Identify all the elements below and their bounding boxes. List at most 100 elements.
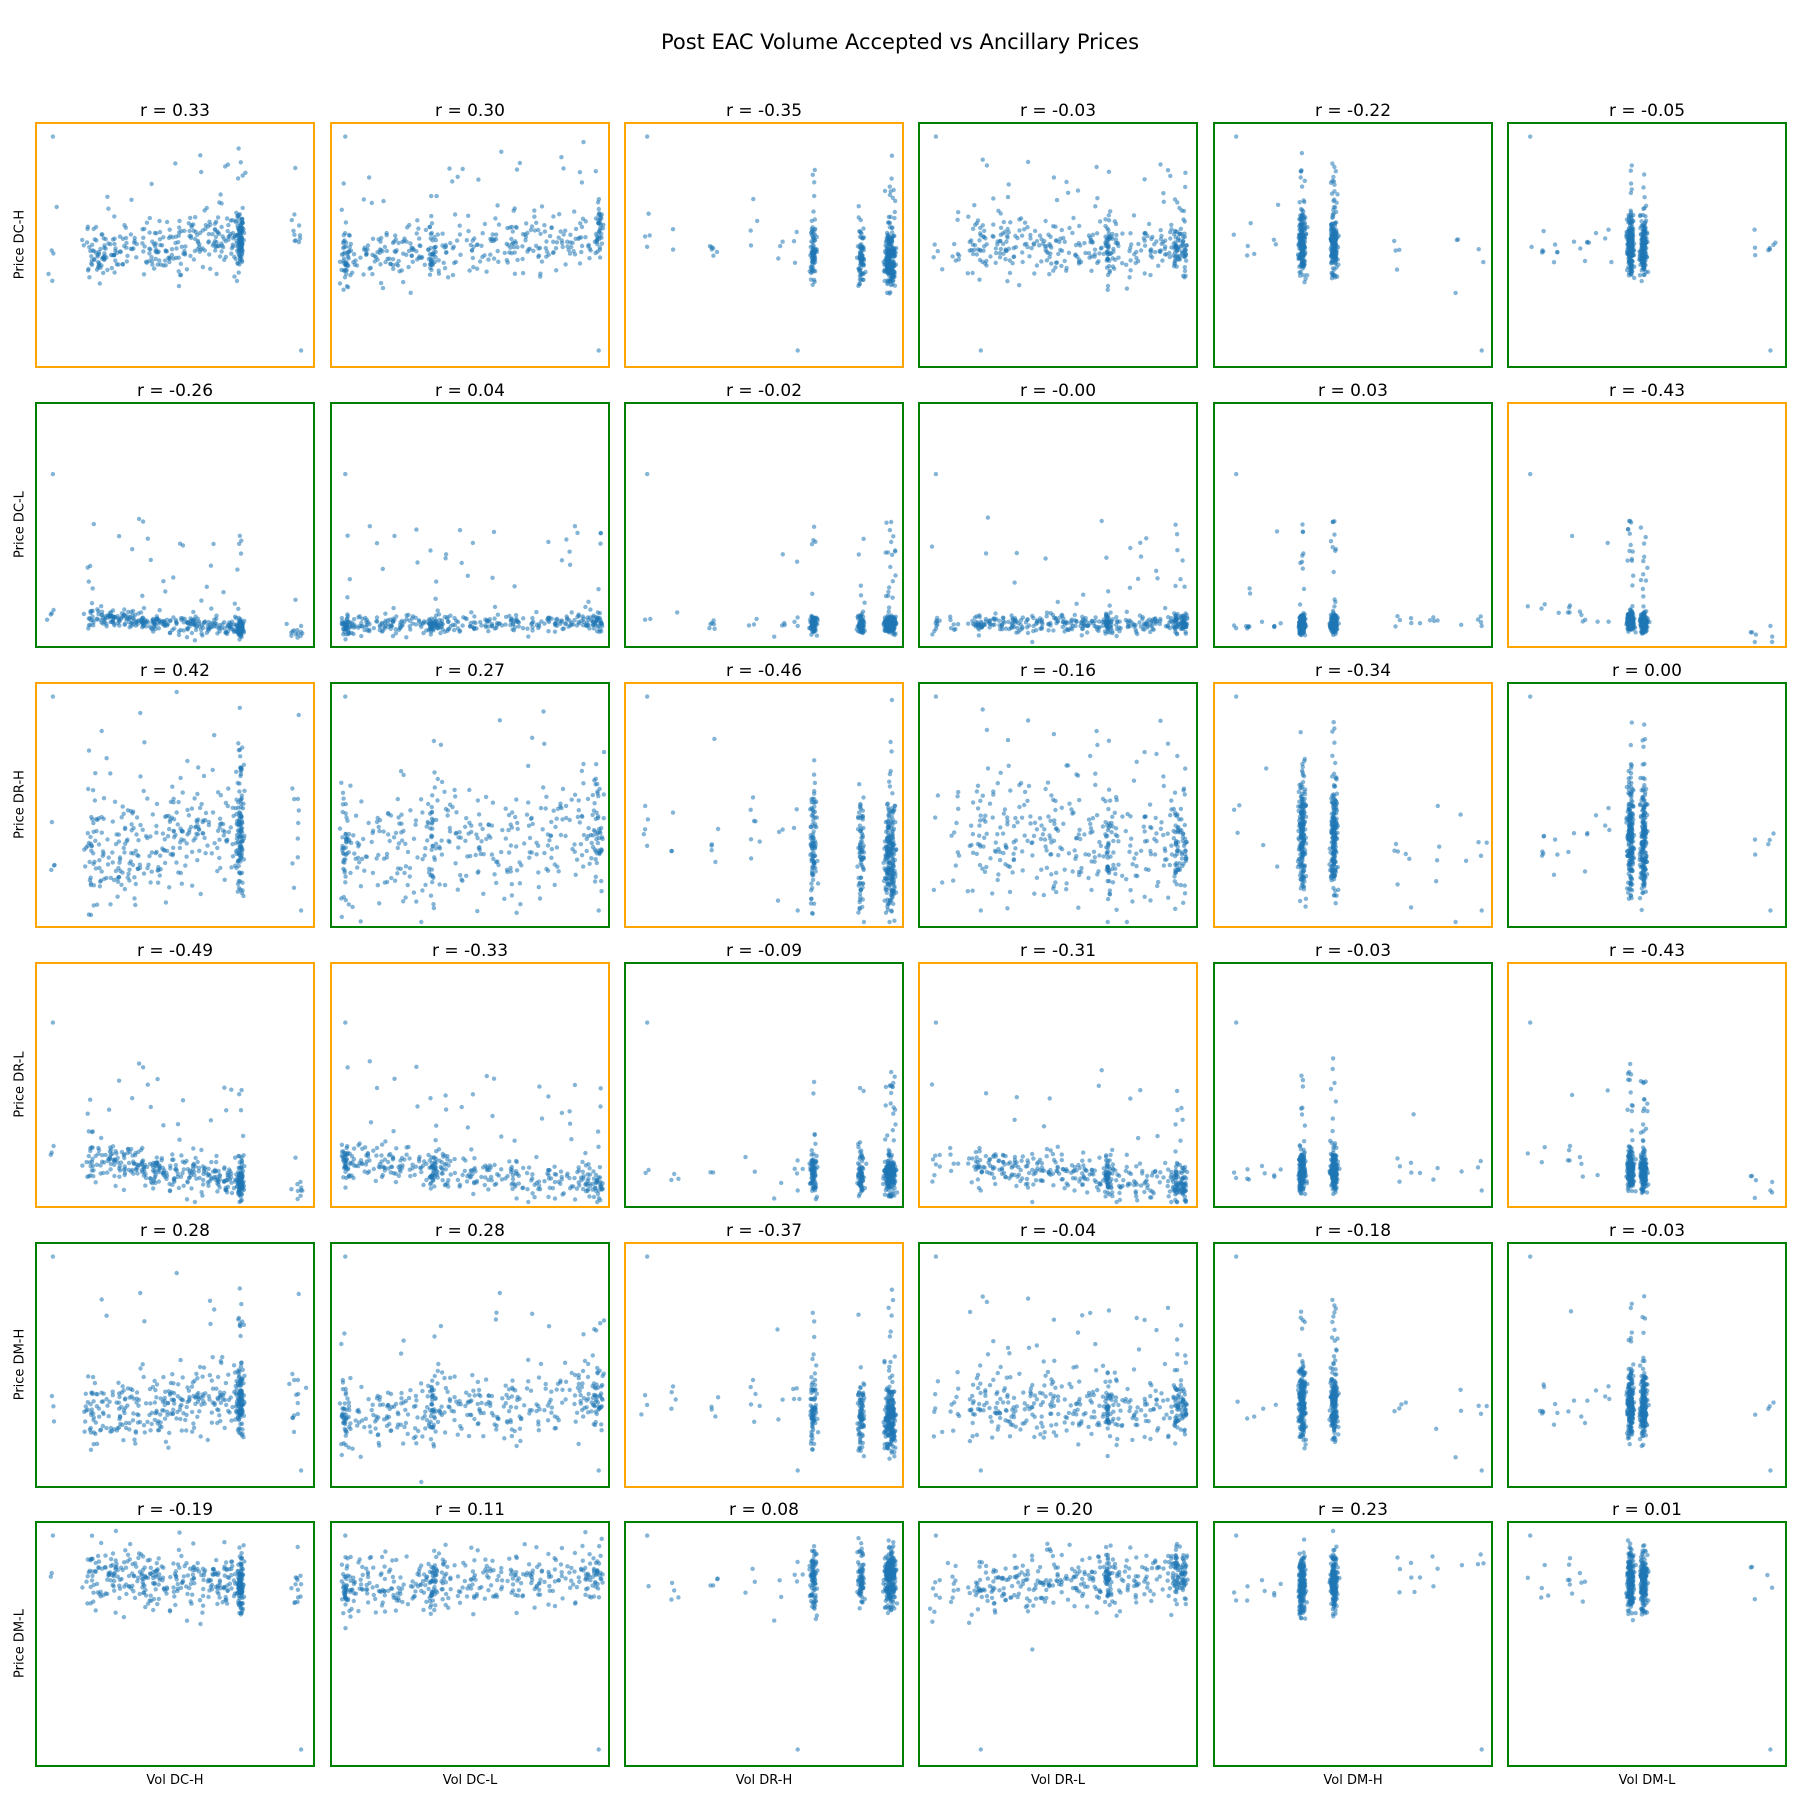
data-point xyxy=(580,216,586,221)
data-point xyxy=(1645,231,1650,236)
data-point xyxy=(1642,554,1647,559)
data-point xyxy=(121,612,127,618)
data-point xyxy=(1076,241,1081,246)
data-point xyxy=(221,590,226,595)
data-point xyxy=(396,240,401,246)
data-point xyxy=(240,205,245,211)
data-point xyxy=(429,213,434,219)
data-point xyxy=(1177,205,1182,211)
data-point xyxy=(343,471,348,477)
data-point xyxy=(1051,224,1056,229)
data-point xyxy=(929,544,935,549)
data-point xyxy=(419,624,424,629)
data-point xyxy=(809,248,815,254)
data-point xyxy=(339,252,345,257)
data-point xyxy=(1082,240,1087,246)
data-point xyxy=(1640,244,1645,250)
data-point xyxy=(450,246,455,251)
data-point xyxy=(882,188,888,194)
data-point xyxy=(888,189,893,194)
data-point xyxy=(984,258,989,264)
data-point xyxy=(443,250,449,255)
data-point xyxy=(426,256,432,262)
data-point xyxy=(1182,265,1187,270)
data-point xyxy=(222,626,227,631)
data-point xyxy=(178,272,184,278)
data-point xyxy=(597,221,602,226)
data-point xyxy=(1259,619,1265,624)
data-point xyxy=(599,241,605,246)
data-point xyxy=(159,243,165,248)
data-point xyxy=(468,242,473,248)
data-point xyxy=(1302,280,1307,285)
data-point xyxy=(80,237,85,243)
data-point xyxy=(1051,175,1057,180)
data-point xyxy=(229,246,234,251)
data-point xyxy=(173,161,178,166)
data-point xyxy=(486,257,491,262)
data-point xyxy=(811,524,817,529)
data-point xyxy=(1022,220,1028,225)
data-point xyxy=(596,623,601,629)
data-point xyxy=(561,166,566,171)
data-point xyxy=(1127,618,1132,623)
data-point xyxy=(374,619,379,624)
data-point xyxy=(50,134,56,139)
data-point xyxy=(143,624,149,629)
data-point xyxy=(587,626,592,631)
data-point xyxy=(571,249,576,254)
data-point xyxy=(378,624,383,630)
data-point xyxy=(1334,227,1339,233)
data-point xyxy=(996,618,1002,623)
data-point xyxy=(513,613,519,618)
data-point xyxy=(1158,162,1163,167)
data-point xyxy=(1603,236,1608,241)
data-point xyxy=(1059,227,1064,233)
data-point xyxy=(984,163,990,168)
data-point xyxy=(998,225,1004,230)
data-point xyxy=(1108,610,1113,615)
data-point xyxy=(182,248,187,254)
data-point xyxy=(1047,255,1052,260)
data-point xyxy=(931,255,936,260)
data-point xyxy=(388,261,393,267)
data-point xyxy=(436,271,442,276)
data-point xyxy=(1332,197,1337,202)
data-point xyxy=(1160,258,1165,263)
data-point xyxy=(112,252,117,258)
data-point xyxy=(145,536,150,541)
data-point xyxy=(402,236,407,241)
data-point xyxy=(779,623,785,628)
data-point xyxy=(1144,536,1149,541)
data-point xyxy=(44,617,50,622)
data-point xyxy=(409,253,414,258)
data-point xyxy=(344,284,350,289)
data-point xyxy=(1106,589,1111,594)
data-point xyxy=(348,273,353,278)
y-axis-label: Price DC-L xyxy=(12,491,28,558)
data-point xyxy=(1044,249,1049,254)
data-point xyxy=(218,192,223,197)
data-point xyxy=(199,169,204,175)
data-point xyxy=(1172,228,1178,234)
data-point xyxy=(1181,254,1186,259)
data-point xyxy=(596,348,601,353)
data-point xyxy=(375,250,380,255)
data-point xyxy=(189,621,194,627)
data-point xyxy=(978,225,983,231)
data-point xyxy=(427,225,432,230)
data-point xyxy=(1012,580,1017,585)
data-point xyxy=(1106,169,1112,174)
data-point xyxy=(51,251,56,256)
data-point xyxy=(539,259,545,264)
data-point xyxy=(972,203,977,208)
data-point xyxy=(1053,616,1058,622)
data-point xyxy=(1300,624,1306,629)
data-point xyxy=(292,212,297,217)
data-point xyxy=(293,597,298,602)
data-point xyxy=(103,246,108,251)
data-point xyxy=(373,255,379,260)
data-point xyxy=(1103,223,1108,229)
data-point xyxy=(474,242,479,248)
data-point xyxy=(1089,268,1094,273)
